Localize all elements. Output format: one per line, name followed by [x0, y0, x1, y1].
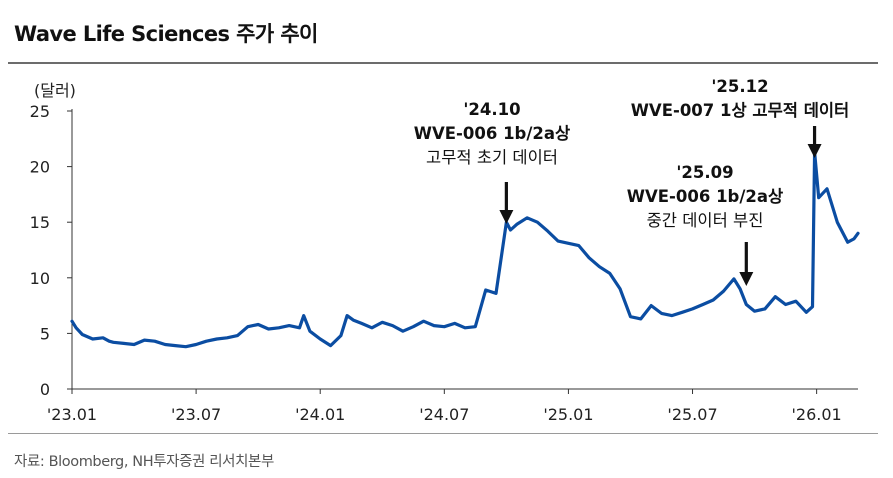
price-line: [70, 150, 860, 349]
x-tick-label: '23.01: [47, 405, 97, 424]
annotation-arrow-head: [739, 272, 754, 286]
annotation-arrow-head: [499, 210, 514, 224]
annotation-date: '25.12: [711, 77, 768, 96]
chart-frame: [8, 62, 878, 434]
source-note: 자료: Bloomberg, NH투자증권 리서치본부: [14, 454, 274, 470]
chart-title: Wave Life Sciences 주가 추이: [14, 22, 318, 46]
annotation-date: '24.10: [463, 100, 520, 119]
y-tick-label: 15: [30, 213, 50, 232]
annotation-date: '25.09: [676, 163, 733, 182]
annotation-text: 고무적 초기 데이터: [426, 148, 558, 167]
x-tick-label: '23.07: [171, 405, 221, 424]
y-axis-label: (달러): [34, 81, 76, 100]
x-tick-label: '25.01: [543, 405, 593, 424]
x-tick-label: '24.07: [419, 405, 469, 424]
y-tick-label: 5: [40, 324, 50, 343]
annotation-text: WVE-006 1b/2a상: [627, 187, 783, 206]
x-tick-label: '25.07: [667, 405, 717, 424]
annotation-text: WVE-006 1b/2a상: [414, 124, 570, 143]
y-tick-label: 10: [30, 269, 50, 288]
x-tick-label: '26.01: [792, 405, 842, 424]
y-tick-label: 0: [40, 380, 50, 399]
annotation-arrow-head: [807, 144, 822, 158]
x-tick-label: '24.01: [295, 405, 345, 424]
annotation-text: 중간 데이터 부진: [647, 211, 764, 230]
annotation-text: WVE-007 1상 고무적 데이터: [631, 101, 850, 120]
y-tick-label: 25: [30, 102, 50, 121]
y-tick-label: 20: [30, 158, 50, 177]
